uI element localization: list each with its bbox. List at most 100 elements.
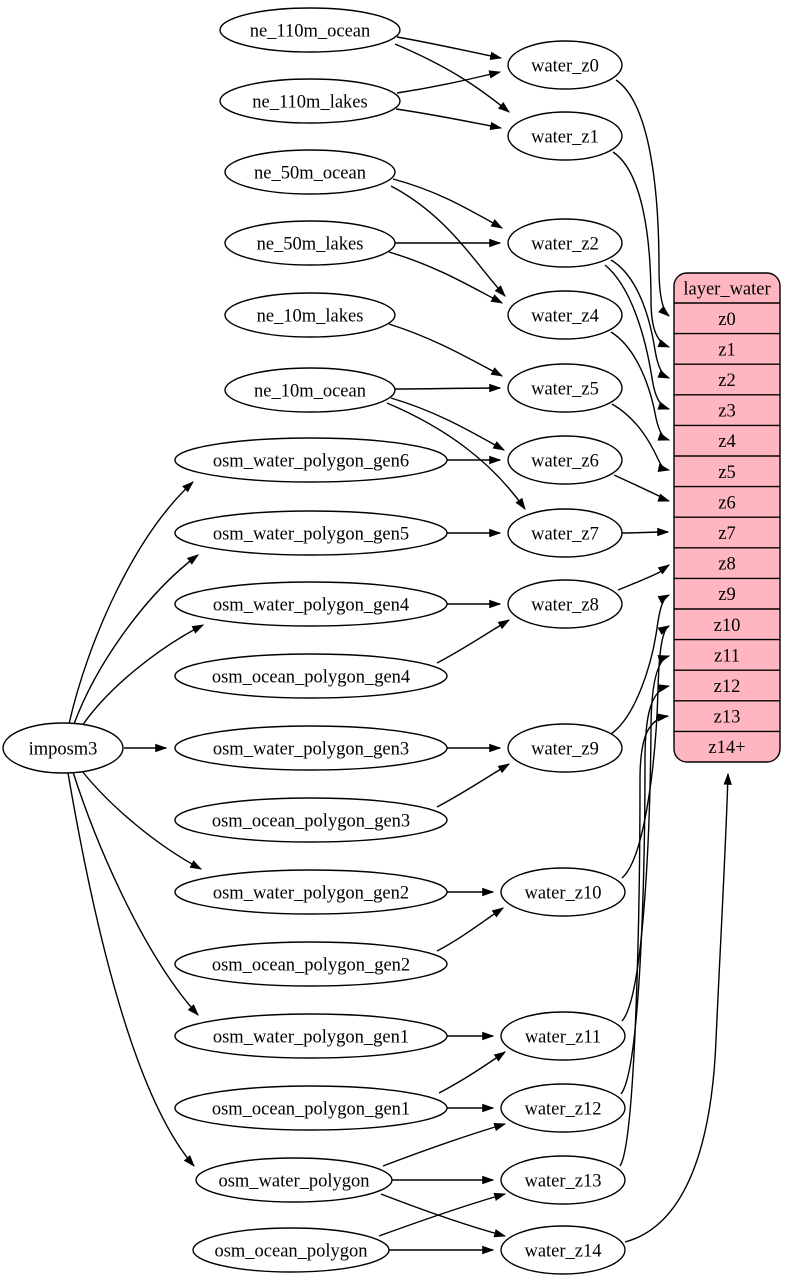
node-osm_water_polygon_gen5: osm_water_polygon_gen5 <box>174 510 448 556</box>
node-label-water_z9: water_z9 <box>531 740 599 760</box>
edge-ne_50m_ocean-to-water_z2 <box>392 178 504 229</box>
node-ellipse-osm_ocean_polygon_gen3 <box>174 797 448 843</box>
record-title: layer_water <box>683 280 770 300</box>
node-osm_water_polygon_gen1: osm_water_polygon_gen1 <box>174 1013 448 1059</box>
edge-ne_10m_lakes-to-water_z5 <box>388 323 504 377</box>
node-imposm3: imposm3 <box>2 722 124 774</box>
edge-water_z1-to-z1 <box>612 151 671 348</box>
node-osm_ocean_polygon: osm_ocean_polygon <box>192 1227 390 1273</box>
node-label-water_z1: water_z1 <box>531 128 599 148</box>
node-label-water_z6: water_z6 <box>531 452 599 472</box>
node-label-osm_ocean_polygon: osm_ocean_polygon <box>214 1242 367 1262</box>
edge-water_z2-to-z2 <box>610 259 671 379</box>
edge-osm_ocean_polygon_gen4-to-water_z8 <box>436 619 511 664</box>
node-water_z5: water_z5 <box>507 363 623 413</box>
node-ellipse-ne_10m_ocean <box>224 367 396 413</box>
node-label-water_z0: water_z0 <box>531 57 599 77</box>
record-row-z11: z11 <box>714 646 740 666</box>
edge-imposm3-to-osm_water_polygon_gen4 <box>81 624 205 727</box>
edge-water_z2-to-z3 <box>604 264 671 410</box>
node-ellipse-ne_110m_ocean <box>219 7 401 53</box>
node-water_z0: water_z0 <box>507 40 623 90</box>
node-osm_ocean_polygon_gen1: osm_ocean_polygon_gen1 <box>174 1085 448 1131</box>
node-label-water_z7: water_z7 <box>531 525 599 545</box>
node-ellipse-osm_water_polygon_gen6 <box>174 437 448 483</box>
node-water_z9: water_z9 <box>507 723 623 773</box>
node-label-water_z14: water_z14 <box>524 1242 601 1262</box>
node-ellipse-water_z9 <box>507 723 623 773</box>
node-label-osm_water_polygon: osm_water_polygon <box>218 1172 369 1192</box>
record-row-z13: z13 <box>714 708 741 728</box>
node-label-imposm3: imposm3 <box>29 740 98 760</box>
node-ellipse-water_z5 <box>507 363 623 413</box>
node-ne_110m_lakes: ne_110m_lakes <box>219 78 401 124</box>
record-row-z6: z6 <box>718 493 735 513</box>
record-row-z3: z3 <box>718 402 735 422</box>
record-row-z12: z12 <box>714 677 741 697</box>
node-label-water_z11: water_z11 <box>525 1028 601 1048</box>
node-ellipse-water_z10 <box>500 867 626 917</box>
edge-osm_water_polygon-to-water_z12 <box>382 1123 507 1167</box>
node-osm_water_polygon: osm_water_polygon <box>195 1157 393 1203</box>
node-ellipse-water_z13 <box>500 1155 626 1205</box>
node-water_z13: water_z13 <box>500 1155 626 1205</box>
record-row-z1: z1 <box>718 340 735 360</box>
node-ellipse-ne_10m_lakes <box>224 292 396 338</box>
node-water_z7: water_z7 <box>507 508 623 558</box>
node-osm_water_polygon_gen4: osm_water_polygon_gen4 <box>174 581 448 627</box>
node-ellipse-osm_ocean_polygon <box>192 1227 390 1273</box>
node-label-water_z4: water_z4 <box>531 307 599 327</box>
edge-osm_ocean_polygon-to-water_z13 <box>378 1192 507 1237</box>
node-ellipse-osm_water_polygon_gen1 <box>174 1013 448 1059</box>
node-water_z1: water_z1 <box>507 111 623 161</box>
node-ellipse-osm_water_polygon_gen5 <box>174 510 448 556</box>
node-label-ne_10m_lakes: ne_10m_lakes <box>257 307 364 327</box>
node-ellipse-ne_50m_lakes <box>224 220 396 266</box>
edge-ne_10m_ocean-to-water_z6 <box>390 397 506 451</box>
edge-water_z0-to-z0 <box>615 79 670 317</box>
node-ellipse-water_z6 <box>507 435 623 485</box>
edge-water_z14-to-z14+ <box>624 772 732 1243</box>
node-ellipse-water_z4 <box>507 290 623 340</box>
edge-water_z8-to-z8 <box>617 564 670 591</box>
node-label-water_z8: water_z8 <box>531 596 599 616</box>
node-ellipse-osm_ocean_polygon_gen4 <box>174 653 448 699</box>
edge-ne_10m_ocean-to-water_z7 <box>386 402 526 510</box>
node-ne_110m_ocean: ne_110m_ocean <box>219 7 401 53</box>
node-ellipse-water_z1 <box>507 111 623 161</box>
node-ellipse-imposm3 <box>2 722 124 774</box>
record-row-z5: z5 <box>718 463 735 483</box>
node-label-osm_ocean_polygon_gen1: osm_ocean_polygon_gen1 <box>212 1100 410 1120</box>
node-ne_50m_lakes: ne_50m_lakes <box>224 220 396 266</box>
edge-water_z7-to-z7 <box>621 527 670 537</box>
node-label-water_z5: water_z5 <box>531 380 599 400</box>
edge-ne_110m_lakes-to-water_z0 <box>396 70 502 94</box>
node-label-water_z12: water_z12 <box>524 1100 601 1120</box>
node-ellipse-ne_50m_ocean <box>224 149 396 195</box>
node-ellipse-water_z14 <box>500 1225 626 1275</box>
node-label-osm_water_polygon_gen5: osm_water_polygon_gen5 <box>213 525 409 545</box>
edge-water_z4-to-z4 <box>610 331 671 441</box>
node-water_z6: water_z6 <box>507 435 623 485</box>
node-ellipse-water_z2 <box>507 218 623 268</box>
node-ellipse-osm_water_polygon_gen4 <box>174 581 448 627</box>
edge-osm_water_polygon-to-water_z14 <box>380 1193 507 1238</box>
node-ellipse-osm_water_polygon_gen2 <box>174 869 448 915</box>
node-label-water_z10: water_z10 <box>524 884 601 904</box>
edge-imposm3-to-osm_water_polygon <box>67 772 195 1167</box>
node-ellipse-water_z12 <box>500 1083 626 1133</box>
node-label-ne_110m_lakes: ne_110m_lakes <box>252 93 367 113</box>
record-row-z10: z10 <box>714 616 741 636</box>
node-ne_10m_ocean: ne_10m_ocean <box>224 367 396 413</box>
node-label-osm_ocean_polygon_gen4: osm_ocean_polygon_gen4 <box>212 668 410 688</box>
node-ellipse-water_z0 <box>507 40 623 90</box>
node-ellipse-water_z8 <box>507 579 623 629</box>
edge-imposm3-to-osm_water_polygon_gen2 <box>81 770 203 870</box>
node-label-osm_ocean_polygon_gen2: osm_ocean_polygon_gen2 <box>212 956 410 976</box>
node-label-osm_water_polygon_gen2: osm_water_polygon_gen2 <box>213 884 409 904</box>
node-label-osm_ocean_polygon_gen3: osm_ocean_polygon_gen3 <box>212 812 410 832</box>
record-row-z8: z8 <box>718 555 735 575</box>
edge-ne_50m_lakes-to-water_z4 <box>388 251 504 304</box>
record-row-z7: z7 <box>718 524 735 544</box>
